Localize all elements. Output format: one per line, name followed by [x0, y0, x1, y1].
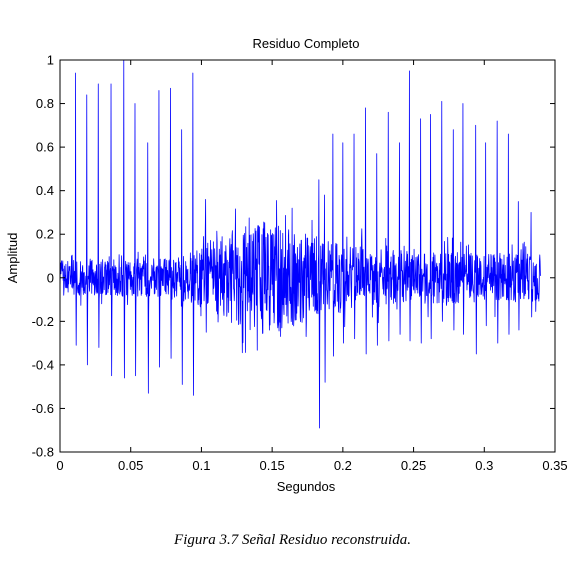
- x-tick-label: 0.2: [334, 458, 352, 473]
- y-tick-label: 0: [47, 270, 54, 285]
- y-tick-label: 0.2: [36, 227, 54, 242]
- x-axis-label: Segundos: [277, 479, 336, 494]
- y-tick-label: -0.2: [32, 314, 54, 329]
- axes-frame: [59, 59, 556, 453]
- figure-caption: Figura 3.7 Señal Residuo reconstruida.: [174, 532, 411, 548]
- x-tick-label: 0.35: [542, 458, 567, 473]
- y-tick-label: -0.4: [32, 357, 54, 372]
- chart-title: Residuo Completo: [253, 36, 360, 51]
- y-axis-label: Amplitud: [5, 233, 20, 284]
- x-tick-label: 0.3: [475, 458, 493, 473]
- x-tick-label: 0: [56, 458, 63, 473]
- y-tick-label: 1: [47, 53, 54, 68]
- y-tick-label: -0.6: [32, 401, 54, 416]
- plot-area: 0 0.05 0.1 0.15 0.2 0.25 0.3 0.35 -0.8 -0.6 -0.4 -0…: [32, 53, 568, 474]
- signal-line: [59, 59, 542, 429]
- residual-chart: Residuo Completo Amplitud Segundos 0 0.05…: [5, 36, 568, 494]
- y-tick-label: 0.6: [36, 140, 54, 155]
- x-tick-label: 0.05: [118, 458, 143, 473]
- y-tick-label: -0.8: [32, 445, 54, 460]
- x-tick-label: 0.15: [259, 458, 284, 473]
- y-tick-label: 0.8: [36, 96, 54, 111]
- y-tick-label: 0.4: [36, 183, 54, 198]
- x-tick-label: 0.25: [401, 458, 426, 473]
- x-tick-label: 0.1: [192, 458, 210, 473]
